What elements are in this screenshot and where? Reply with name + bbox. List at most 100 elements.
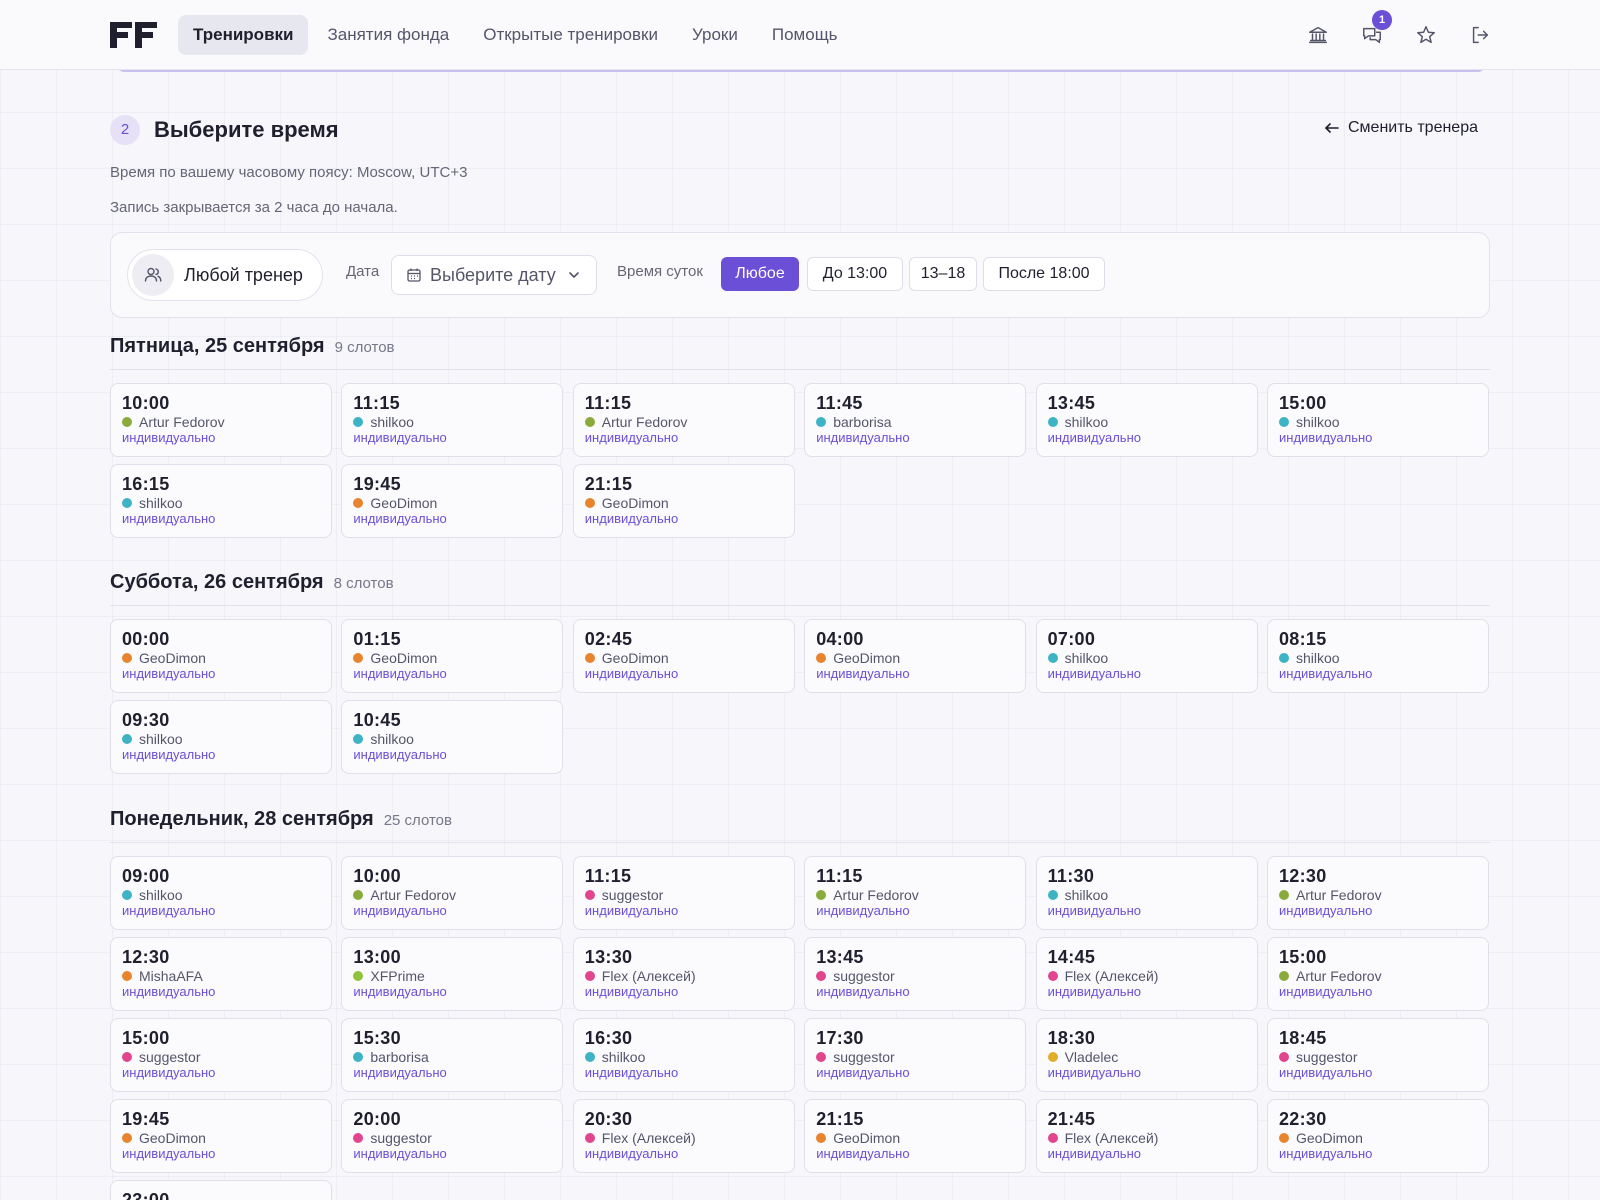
bank-icon[interactable] <box>1306 20 1330 50</box>
ff-logo-icon[interactable] <box>110 22 158 48</box>
day-divider <box>110 842 1490 843</box>
slot-time: 10:45 <box>353 710 401 730</box>
time-slot[interactable]: 13:45 suggestor индивидуально <box>804 937 1027 1011</box>
slot-trainer-name: suggestor <box>833 1049 895 1065</box>
time-slot[interactable]: 19:45 GeoDimon индивидуально <box>110 1099 332 1173</box>
slot-time: 13:45 <box>816 947 864 967</box>
slot-time: 17:30 <box>816 1028 864 1048</box>
slot-trainer-name: Artur Fedorov <box>1296 887 1382 903</box>
time-slot[interactable]: 10:00 Artur Fedorov индивидуально <box>341 856 564 930</box>
slot-type: индивидуально <box>122 511 216 526</box>
time-slot[interactable]: 13:00 XFPrime индивидуально <box>341 937 564 1011</box>
time-slot[interactable]: 11:45 barborisa индивидуально <box>804 383 1027 457</box>
time-slot[interactable]: 12:30 MishaAFA индивидуально <box>110 937 332 1011</box>
slot-time: 18:30 <box>1047 1028 1096 1048</box>
time-slot[interactable]: 13:30 Flex (Алексей) индивидуально <box>572 937 795 1011</box>
time-slot[interactable]: 17:30 suggestor индивидуально <box>804 1018 1027 1092</box>
slot-trainer: suggestor <box>816 1049 1015 1065</box>
time-slot[interactable]: 04:00 GeoDimon индивидуально <box>804 619 1027 693</box>
time-slot[interactable]: 11:15 Artur Fedorov индивидуально <box>572 383 795 457</box>
slot-time: 12:30 <box>122 947 170 967</box>
trainer-select[interactable]: Любой тренер <box>127 249 323 301</box>
change-trainer-button[interactable]: Сменить тренера <box>1324 119 1478 137</box>
time-slot[interactable]: 18:45 suggestor индивидуально <box>1267 1018 1489 1092</box>
slot-type: индивидуально <box>353 666 447 681</box>
time-of-day-label: Время суток <box>617 263 703 280</box>
day-title: Пятница, 25 сентября <box>110 335 325 357</box>
time-slot[interactable]: 20:30 Flex (Алексей) индивидуально <box>572 1099 795 1173</box>
slot-type: индивидуально <box>584 666 679 681</box>
time-slot[interactable]: 14:45 Flex (Алексей) индивидуально <box>1035 937 1258 1011</box>
slot-trainer-name: shilkoo <box>139 887 183 903</box>
chat-icon[interactable]: 1 <box>1360 10 1392 50</box>
time-slot[interactable]: 15:30 barborisa индивидуально <box>341 1018 564 1092</box>
time-slot[interactable]: 10:00 Artur Fedorov индивидуально <box>110 383 332 457</box>
slot-trainer-name: suggestor <box>370 1130 432 1146</box>
slot-type: индивидуально <box>584 1146 679 1161</box>
time-slot[interactable]: 10:45 shilkoo индивидуально <box>341 700 564 774</box>
time-slot[interactable]: 15:00 suggestor индивидуально <box>110 1018 332 1092</box>
time-slot[interactable]: 07:00 shilkoo индивидуально <box>1035 619 1258 693</box>
slot-type: индивидуально <box>353 1065 447 1080</box>
date-picker[interactable]: Выберите дату <box>391 255 597 295</box>
day-header: Суббота, 26 сентября 8 слотов <box>110 571 394 594</box>
nav-trainings[interactable]: Тренировки <box>178 15 309 55</box>
slot-trainer: shilkoo <box>353 414 552 430</box>
time-filter-before-13[interactable]: До 13:00 <box>807 257 903 291</box>
slot-trainer: GeoDimon <box>816 1130 1015 1146</box>
time-slot[interactable]: 11:15 Artur Fedorov индивидуально <box>804 856 1027 930</box>
time-slot[interactable]: 12:30 Artur Fedorov индивидуально <box>1267 856 1489 930</box>
time-slot[interactable]: 13:45 shilkoo индивидуально <box>1035 383 1258 457</box>
time-slot[interactable]: 11:15 shilkoo индивидуально <box>341 383 564 457</box>
slot-time: 15:00 <box>1279 947 1327 967</box>
slot-type: индивидуально <box>1279 430 1373 445</box>
time-slot[interactable]: 15:00 Artur Fedorov индивидуально <box>1267 937 1489 1011</box>
trainer-color-dot <box>1047 971 1058 981</box>
date-picker-placeholder: Выберите дату <box>430 264 556 285</box>
time-slot[interactable]: 00:00 GeoDimon индивидуально <box>110 619 332 693</box>
nav-lessons[interactable]: Уроки <box>691 25 738 44</box>
time-slot[interactable]: 11:30 shilkoo индивидуально <box>1035 856 1258 930</box>
time-slot[interactable]: 09:00 shilkoo индивидуально <box>110 856 332 930</box>
slot-trainer: Artur Fedorov <box>816 887 1015 903</box>
time-slot[interactable]: 11:15 suggestor индивидуально <box>572 856 795 930</box>
nav-fund-classes[interactable]: Занятия фонда <box>327 25 450 44</box>
time-slot[interactable]: 22:30 GeoDimon индивидуально <box>1267 1099 1489 1173</box>
slot-trainer: Artur Fedorov <box>1279 887 1478 903</box>
trainer-color-dot <box>816 1133 827 1143</box>
logout-icon[interactable] <box>1468 20 1492 50</box>
filter-panel: Любой тренер Дата Выберите дату Время су… <box>110 232 1490 318</box>
slot-trainer-name: Artur Fedorov <box>370 887 456 903</box>
time-slot[interactable]: 01:15 GeoDimon индивидуально <box>341 619 564 693</box>
time-slot[interactable]: 21:45 Flex (Алексей) индивидуально <box>1035 1099 1258 1173</box>
nav-open-trainings[interactable]: Открытые тренировки <box>483 25 658 44</box>
slot-type: индивидуально <box>1047 1146 1141 1161</box>
slot-trainer-name: GeoDimon <box>370 650 438 666</box>
slot-trainer: GeoDimon <box>122 650 321 666</box>
slot-type: индивидуально <box>584 984 679 999</box>
slot-type: индивидуально <box>122 747 216 762</box>
time-slot[interactable]: 16:30 shilkoo индивидуально <box>572 1018 795 1092</box>
nav-help[interactable]: Помощь <box>771 25 838 44</box>
time-filter-13-18[interactable]: 13–18 <box>909 257 977 291</box>
time-slot[interactable]: 21:15 GeoDimon индивидуально <box>572 464 795 538</box>
time-filter-after-18[interactable]: После 18:00 <box>983 257 1105 291</box>
time-slot[interactable]: 09:30 shilkoo индивидуально <box>110 700 332 774</box>
time-slot[interactable]: 19:45 GeoDimon индивидуально <box>341 464 564 538</box>
time-slot[interactable]: 18:30 Vladelec индивидуально <box>1035 1018 1258 1092</box>
slot-trainer-name: shilkoo <box>370 414 414 430</box>
time-slot[interactable]: 02:45 GeoDimon индивидуально <box>572 619 795 693</box>
star-icon[interactable] <box>1414 20 1438 50</box>
time-slot[interactable]: 21:15 GeoDimon индивидуально <box>804 1099 1027 1173</box>
time-filter-any[interactable]: Любое <box>721 257 799 291</box>
time-slot[interactable]: 15:00 shilkoo индивидуально <box>1267 383 1489 457</box>
slot-trainer: XFPrime <box>353 968 552 984</box>
trainer-color-dot <box>122 653 132 663</box>
time-slot[interactable]: 16:15 shilkoo индивидуально <box>110 464 332 538</box>
time-slot[interactable]: 08:15 shilkoo индивидуально <box>1267 619 1489 693</box>
time-slot[interactable]: 20:00 suggestor индивидуально <box>341 1099 564 1173</box>
slot-trainer: GeoDimon <box>122 1130 321 1146</box>
time-slot[interactable]: 23:00 <box>110 1180 332 1200</box>
trainer-color-dot <box>1047 653 1058 663</box>
slot-type: индивидуально <box>1279 984 1373 999</box>
